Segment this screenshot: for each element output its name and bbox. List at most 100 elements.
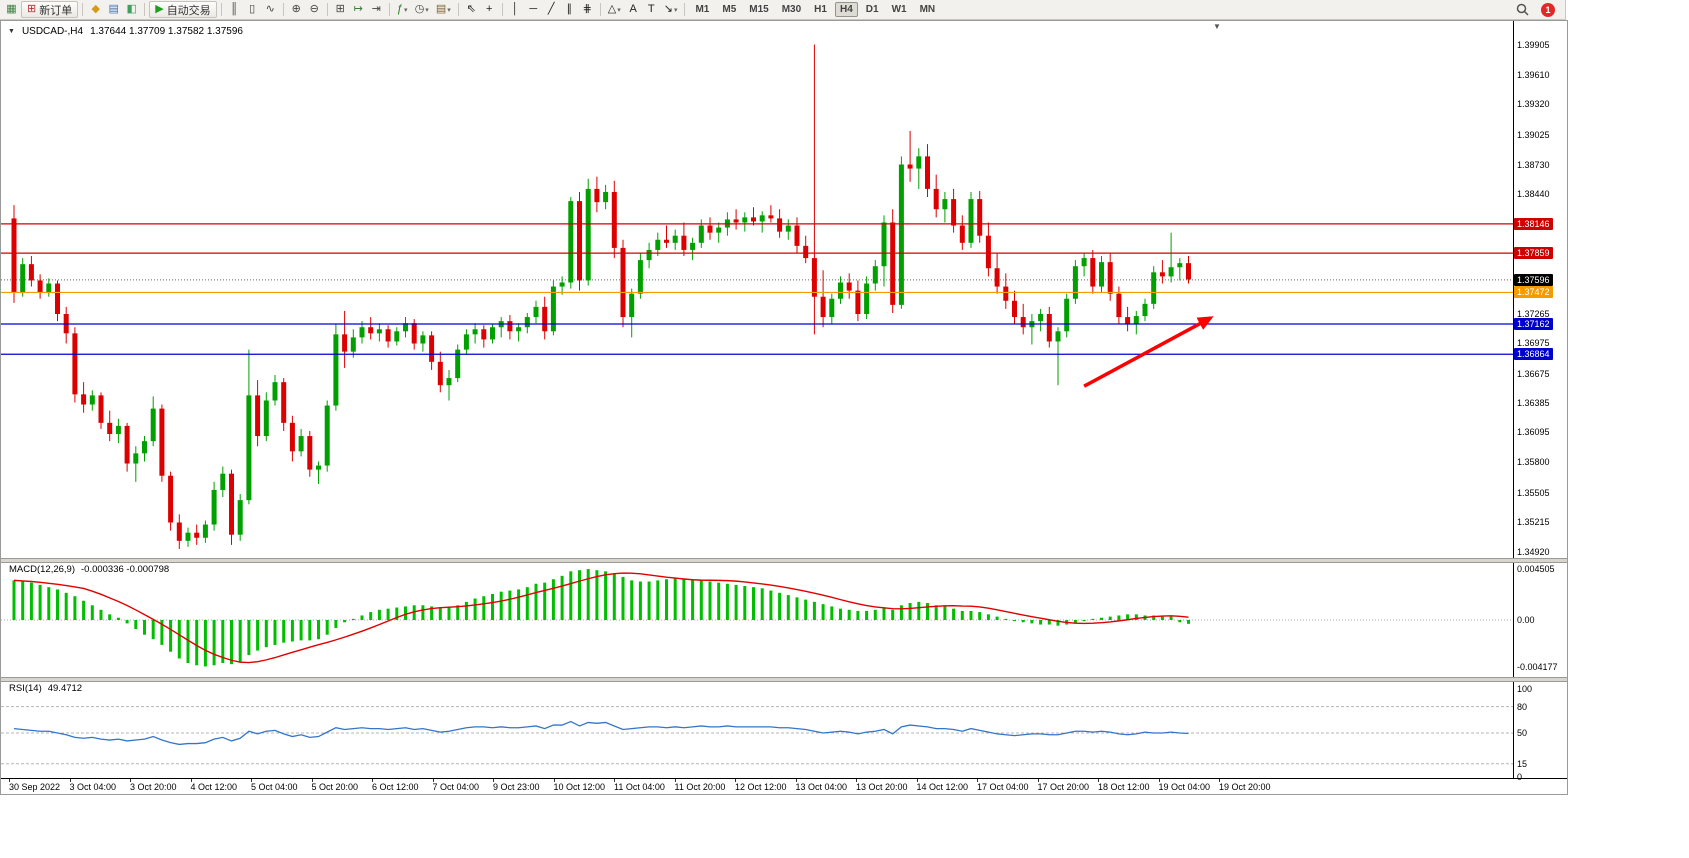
templates-icon: ▤ (435, 3, 447, 15)
timeframe-D1[interactable]: D1 (865, 4, 879, 15)
price-tick: 1.39025 (1517, 129, 1550, 140)
chart-shift-icon[interactable]: ⇥ (368, 1, 385, 18)
price-line-label: 1.37859 (1514, 247, 1553, 260)
templates-icon[interactable]: ▤ ▾ (433, 1, 454, 18)
cursor-icon[interactable]: ⇖ (463, 1, 480, 18)
timeframe-MN[interactable]: MN (919, 4, 936, 15)
panel-divider[interactable] (1, 677, 1567, 682)
price-tick: 1.35505 (1517, 487, 1550, 498)
time-tick (1037, 779, 1039, 782)
price-tick: 1.39610 (1517, 70, 1550, 80)
price-line-label: 1.37162 (1514, 317, 1553, 330)
channel-icon[interactable]: ∥ (561, 1, 578, 18)
chart-symbol-period: USDCAD-,H4 (21, 26, 84, 37)
dropdown-arrow-icon: ▾ (447, 6, 451, 14)
vertical-line-icon: │ (511, 3, 519, 15)
horizontal-line-icon[interactable]: ─ (525, 1, 542, 18)
time-tick (493, 779, 494, 782)
profiles-icon[interactable]: ◆ (87, 1, 104, 18)
trendline-icon: ╱ (547, 3, 555, 15)
date-label: 7 Oct 04:00 (432, 782, 480, 792)
panel-divider[interactable] (1, 558, 1567, 563)
data-window-icon[interactable]: ◧ (123, 1, 140, 18)
new-order-button[interactable]: ⊞ 新订单 (21, 1, 79, 18)
price-line-label: 1.37596 (1514, 273, 1553, 286)
time-tick (251, 779, 252, 782)
trend-arrow[interactable] (1083, 316, 1214, 388)
auto-scroll-icon: ↦ (353, 3, 363, 15)
search-icon[interactable] (1513, 1, 1532, 18)
data-window-icon: ◧ (126, 3, 137, 15)
candlestick-chart-icon[interactable]: ▯ (244, 1, 261, 18)
time-tick (311, 779, 313, 782)
trendline-icon[interactable]: ╱ (543, 1, 560, 18)
zoom-out-icon[interactable]: ⊖ (306, 1, 323, 18)
fibonacci-icon: ⋕ (582, 3, 592, 15)
bar-chart-icon[interactable]: ║ (226, 1, 243, 18)
text-label-icon[interactable]: T (643, 1, 660, 18)
notification-badge[interactable]: 1 (1541, 2, 1555, 17)
new-chart-icon[interactable]: ▦ (3, 1, 20, 18)
timeframe-M30[interactable]: M30 (781, 4, 802, 15)
date-label: 4 Oct 12:00 (190, 782, 238, 792)
time-axis[interactable]: 30 Sep 2022 3 Oct 04:00 3 Oct 20:00 4 Oct 1… (1, 779, 1567, 794)
date-label: 18 Oct 12:00 (1098, 782, 1150, 792)
line-chart-icon[interactable]: ∿ (262, 1, 279, 18)
zoom-out-icon: ⊖ (309, 3, 319, 15)
time-axis-border (1, 778, 1567, 779)
periods-icon[interactable]: ◷ ▾ (412, 1, 432, 18)
toolbar-separator (599, 3, 601, 16)
crosshair-icon[interactable]: + (481, 1, 498, 18)
toolbar-separator (388, 3, 390, 16)
rsi-panel-plot[interactable] (1, 682, 1513, 778)
horizontal-line-icon: ─ (529, 3, 538, 15)
timeframe-W1[interactable]: W1 (891, 4, 907, 15)
indicators-icon[interactable]: ƒ ▾ (394, 1, 411, 18)
arrows-icon[interactable]: ↘ ▾ (661, 1, 681, 18)
tile-windows-icon: ⊞ (335, 3, 345, 15)
tile-windows-icon[interactable]: ⊞ (332, 1, 349, 18)
macd-panel-plot[interactable] (1, 563, 1513, 677)
fibonacci-icon[interactable]: ⋕ (579, 1, 596, 18)
date-label: 3 Oct 20:00 (130, 782, 177, 792)
cursor-icon: ⇖ (466, 3, 476, 15)
text-label-icon: T (647, 3, 655, 15)
vertical-line-icon[interactable]: │ (507, 1, 524, 18)
dropdown-arrow-icon: ▾ (425, 6, 429, 14)
timeframe-M5[interactable]: M5 (722, 4, 737, 15)
toolbar-separator (457, 3, 459, 16)
new-order-button-label: 新订单 (39, 4, 73, 17)
line-chart-icon: ∿ (265, 3, 275, 15)
time-tick (190, 779, 192, 782)
price-tick: 1.36675 (1517, 368, 1550, 379)
market-watch-icon[interactable]: ▤ (105, 1, 122, 18)
price-axis[interactable]: 1.39905 1.39610 1.39320 1.39025 1.38730 1.384… (1514, 21, 1567, 782)
date-label: 11 Oct 20:00 (674, 782, 726, 792)
zoom-in-icon[interactable]: ⊕ (288, 1, 305, 18)
one-click-trading-toggle[interactable]: ▼ (8, 28, 15, 35)
dropdown-arrow-icon: ▾ (673, 6, 678, 14)
toolbar-separator (684, 3, 686, 16)
timeframe-H1[interactable]: H1 (814, 4, 827, 15)
chart-shift-marker[interactable]: ▼ (1213, 22, 1221, 31)
crosshair-icon: + (486, 3, 493, 15)
candlestick-chart-icon: ▯ (249, 3, 256, 15)
date-label: 6 Oct 12:00 (372, 782, 419, 792)
rsi-label: RSI(14) 49.4712 (9, 683, 82, 694)
timeframe-M1[interactable]: M1 (695, 4, 710, 15)
timeframe-H4[interactable]: H4 (834, 2, 858, 17)
shapes-icon[interactable]: △ ▾ (605, 1, 624, 18)
price-chart-plot[interactable] (1, 21, 1513, 558)
auto-scroll-icon[interactable]: ↦ (350, 1, 367, 18)
price-tick: 1.35215 (1517, 516, 1550, 527)
macd-name: MACD(12,26,9) (9, 564, 75, 575)
timeframe-M15[interactable]: M15 (749, 4, 769, 15)
rsi-axis-tick: 15 (1517, 758, 1528, 769)
time-tick (795, 779, 797, 782)
price-tick: 1.39320 (1517, 99, 1550, 110)
channel-icon: ∥ (566, 3, 572, 15)
autotrading-button[interactable]: ▶ 自动交易 (149, 1, 217, 18)
text-icon[interactable]: A (625, 1, 642, 18)
date-label: 11 Oct 04:00 (614, 782, 665, 792)
rsi-axis-tick: 100 (1517, 684, 1533, 694)
